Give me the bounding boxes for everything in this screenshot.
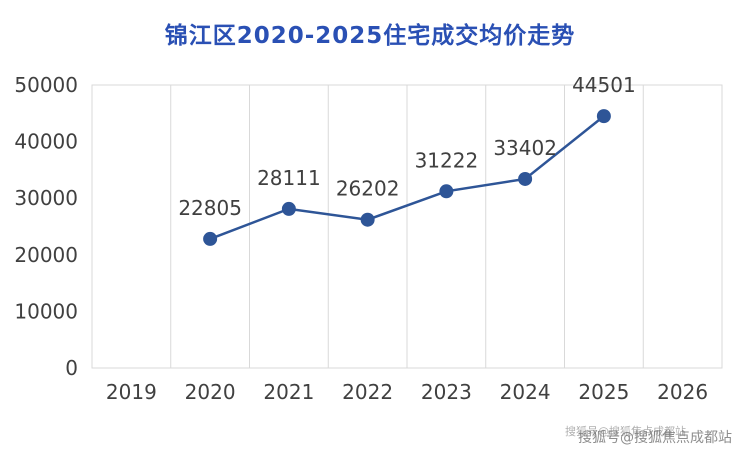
- x-tick-label: 2020: [185, 380, 236, 404]
- watermark-text: 搜狐号@搜狐焦点成都站: [578, 430, 732, 446]
- x-tick-label: 2019: [106, 380, 157, 404]
- watermark-shadow-text: 搜狐号@搜狐焦点成都站: [565, 425, 686, 438]
- chart-title: 锦江区2020-2025住宅成交均价走势: [164, 23, 576, 49]
- data-label: 22805: [178, 196, 242, 220]
- y-tick-label: 30000: [14, 186, 78, 210]
- data-label: 26202: [336, 177, 400, 201]
- data-point: [439, 184, 454, 199]
- x-tick-label: 2021: [263, 380, 314, 404]
- data-point: [281, 201, 296, 216]
- data-label: 28111: [257, 166, 321, 190]
- y-tick-label: 10000: [14, 299, 78, 323]
- plot-border: [91, 84, 723, 369]
- data-label: 33402: [493, 136, 557, 160]
- y-tick-label: 0: [65, 356, 78, 380]
- data-point: [518, 171, 533, 186]
- x-tick-label: 2025: [578, 380, 629, 404]
- x-tick-label: 2022: [342, 380, 393, 404]
- y-tick-label: 50000: [14, 73, 78, 97]
- y-tick-label: 20000: [14, 243, 78, 267]
- price-line: [209, 115, 605, 241]
- watermark: 搜狐号@搜狐焦点成都站 搜狐号@搜狐焦点成都站: [565, 425, 732, 447]
- data-label: 31222: [415, 148, 479, 172]
- data-point: [596, 109, 611, 124]
- x-tick-label: 2023: [421, 380, 472, 404]
- x-tick-label: 2026: [657, 380, 708, 404]
- data-label: 44501: [572, 73, 636, 97]
- y-tick-label: 40000: [14, 130, 78, 154]
- data-point: [203, 231, 218, 246]
- data-point: [360, 212, 375, 227]
- x-tick-label: 2024: [500, 380, 551, 404]
